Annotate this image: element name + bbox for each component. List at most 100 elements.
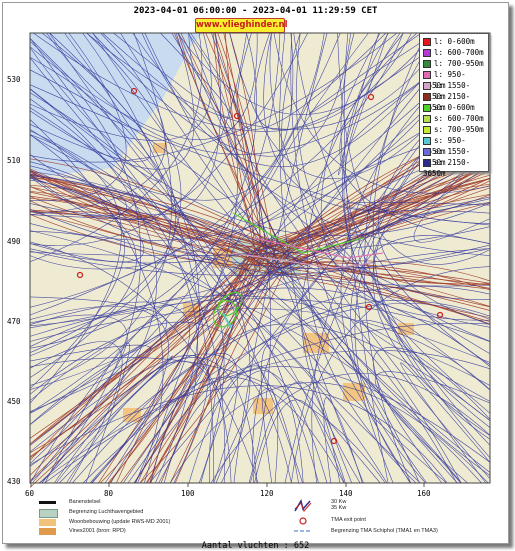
x-tick-60: 60 <box>25 489 35 498</box>
arrival-track <box>341 32 491 428</box>
arrival-track <box>64 32 303 484</box>
legend-swatch <box>423 60 431 68</box>
arrival-track <box>29 38 162 183</box>
legend-swatch <box>423 148 431 156</box>
arrival-track <box>29 34 491 270</box>
legend-swatch <box>423 104 431 112</box>
x-tick-160: 160 <box>417 489 431 498</box>
departure-track <box>214 32 256 268</box>
arrival-track <box>210 373 491 484</box>
legend-item: l: 950-1550m <box>423 69 488 90</box>
flight-track-map <box>29 32 491 488</box>
legend-label: s: 1550-2150m <box>423 147 471 167</box>
arrival-track <box>29 177 462 484</box>
arrival-track <box>29 175 457 484</box>
arrival-track <box>29 32 325 308</box>
arrival-track <box>29 32 212 141</box>
arrival-track <box>29 32 172 386</box>
departure-track <box>29 247 263 445</box>
legend-item: s: 0-600m <box>423 102 475 113</box>
legend-item: l: 1550-2150m <box>423 80 488 101</box>
arrival-track <box>29 314 128 464</box>
vinex-label: Vinex2001 (bron: RPD) <box>69 528 126 534</box>
departure-track <box>120 258 275 484</box>
arrival-track <box>29 32 258 140</box>
arrival-track <box>29 177 137 378</box>
legend-label: l: 2150-3650m <box>423 92 471 112</box>
arrival-track <box>340 32 491 446</box>
arrival-track <box>373 347 491 484</box>
arrival-track <box>91 32 238 484</box>
x-tick-120: 120 <box>260 489 274 498</box>
site-badge-link[interactable]: www.vlieghinder.nl <box>195 18 288 33</box>
housing-label: Woonbebouwing (update RWS-MD 2001) <box>69 519 171 525</box>
runway-swatch <box>39 501 56 504</box>
flight-count: Aantal vluchten : 652 <box>201 541 310 551</box>
arrival-track <box>44 322 491 484</box>
departure-track <box>107 270 252 484</box>
arrival-track <box>337 32 491 265</box>
arrival-track <box>29 385 448 484</box>
arrival-track <box>29 130 304 484</box>
arrival-track <box>54 361 232 484</box>
arrival-track <box>338 32 388 176</box>
legend-label: s: 2150-3650m <box>423 158 471 178</box>
arrival-track <box>290 32 427 484</box>
runway-label: Banenstelsel <box>69 499 101 505</box>
y-tick-530: 530 <box>7 75 21 84</box>
legend-item: s: 1550-2150m <box>423 146 488 167</box>
arrival-track <box>29 119 164 484</box>
arrival-track <box>29 32 404 316</box>
arrival-track <box>171 32 491 479</box>
arrival-track <box>41 357 258 484</box>
arrival-track <box>29 32 203 262</box>
arrival-track <box>150 323 491 484</box>
arrival-track <box>29 32 127 201</box>
legend-swatch <box>423 49 431 57</box>
arrival-track <box>102 32 245 136</box>
arrival-track <box>56 131 491 484</box>
arrival-track <box>233 32 328 484</box>
legend-item: l: 2150-3650m <box>423 91 488 112</box>
legend-label: s: 700-950m <box>434 125 484 134</box>
arrival-track <box>29 305 169 484</box>
y-tick-470: 470 <box>7 317 21 326</box>
tma-boundary-icon <box>294 530 312 532</box>
arrival-track <box>29 140 491 414</box>
arrival-track <box>29 57 421 484</box>
arrival-track <box>49 32 447 484</box>
arrival-track <box>29 179 125 389</box>
arrival-track <box>372 32 491 440</box>
arrival-track <box>413 148 491 243</box>
arrival-track <box>38 349 491 484</box>
arrival-track <box>269 32 491 414</box>
arrival-track <box>273 32 491 194</box>
x-tick-140: 140 <box>339 489 353 498</box>
departure-track <box>252 161 491 256</box>
arrival-track <box>133 300 491 484</box>
arrival-track <box>293 32 491 365</box>
arrival-track <box>29 171 420 484</box>
arrival-track <box>29 287 491 401</box>
arrival-track <box>29 355 173 484</box>
legend-swatch <box>423 38 431 46</box>
arrival-track <box>29 32 308 246</box>
arrival-track <box>59 286 491 484</box>
arrival-track <box>82 32 215 484</box>
arrival-track <box>29 37 381 484</box>
arrival-track <box>46 32 478 155</box>
legend-label: l: 0-600m <box>434 37 475 46</box>
legend-label: s: 950-1550m <box>423 136 466 156</box>
arrival-track <box>92 32 491 473</box>
y-tick-430: 430 <box>7 477 21 486</box>
date-range-title: 2023-04-01 06:00:00 - 2023-04-01 11:29:5… <box>133 6 378 16</box>
altitude-legend: l: 0-600m l: 600-700m l: 700-950m l: 950-15… <box>419 33 489 178</box>
departure-track <box>29 267 249 488</box>
y-tick-490: 490 <box>7 237 21 246</box>
arrival-track <box>29 165 225 484</box>
departure-track <box>145 259 259 484</box>
arrival-track <box>29 176 491 270</box>
arrival-track <box>29 32 294 201</box>
arrival-track <box>250 381 341 484</box>
